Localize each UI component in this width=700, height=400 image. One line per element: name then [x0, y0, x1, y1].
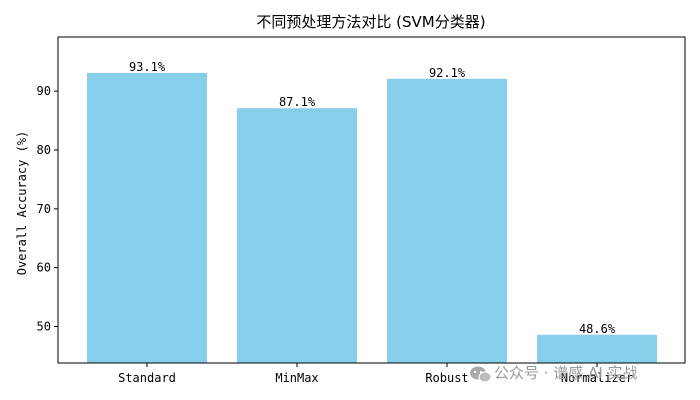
- x-tick-label-standard: Standard: [118, 371, 176, 385]
- x-tick-label-minmax: MinMax: [275, 371, 318, 385]
- x-axis-ticks: Standard MinMax Robust Normalizer: [118, 363, 633, 385]
- watermark: 公众号 · 谱感 AI 实战: [470, 364, 638, 383]
- y-axis-ticks: 50 60 70 80 90: [37, 84, 58, 334]
- y-axis-label: Overall Accuracy (%): [15, 131, 29, 276]
- plot-frame: [57, 36, 686, 364]
- data-label-standard: 93.1%: [129, 60, 166, 74]
- data-labels-layer: 93.1% 87.1% 92.1% 48.6%: [129, 60, 616, 336]
- data-label-minmax: 87.1%: [279, 95, 316, 109]
- y-tick-label-80: 80: [37, 143, 51, 157]
- y-tick-label-70: 70: [37, 202, 51, 216]
- wechat-icon: [470, 366, 492, 383]
- y-tick-label-90: 90: [37, 84, 51, 98]
- chart-title: 不同预处理方法对比 (SVM分类器): [256, 13, 485, 31]
- y-tick-label-50: 50: [37, 320, 51, 334]
- bar-standard: [87, 72, 207, 363]
- y-tick-label-60: 60: [37, 261, 51, 275]
- data-label-normalizer: 48.6%: [579, 322, 616, 336]
- bar-robust: [387, 78, 507, 363]
- bars-layer: [87, 72, 657, 363]
- watermark-text: 公众号 · 谱感 AI 实战: [494, 364, 638, 382]
- data-label-robust: 92.1%: [429, 66, 466, 80]
- x-tick-label-normalizer: Normalizer: [561, 371, 633, 385]
- x-tick-label-robust: Robust: [425, 371, 468, 385]
- bar-minmax: [237, 108, 357, 363]
- bar-normalizer: [537, 334, 657, 363]
